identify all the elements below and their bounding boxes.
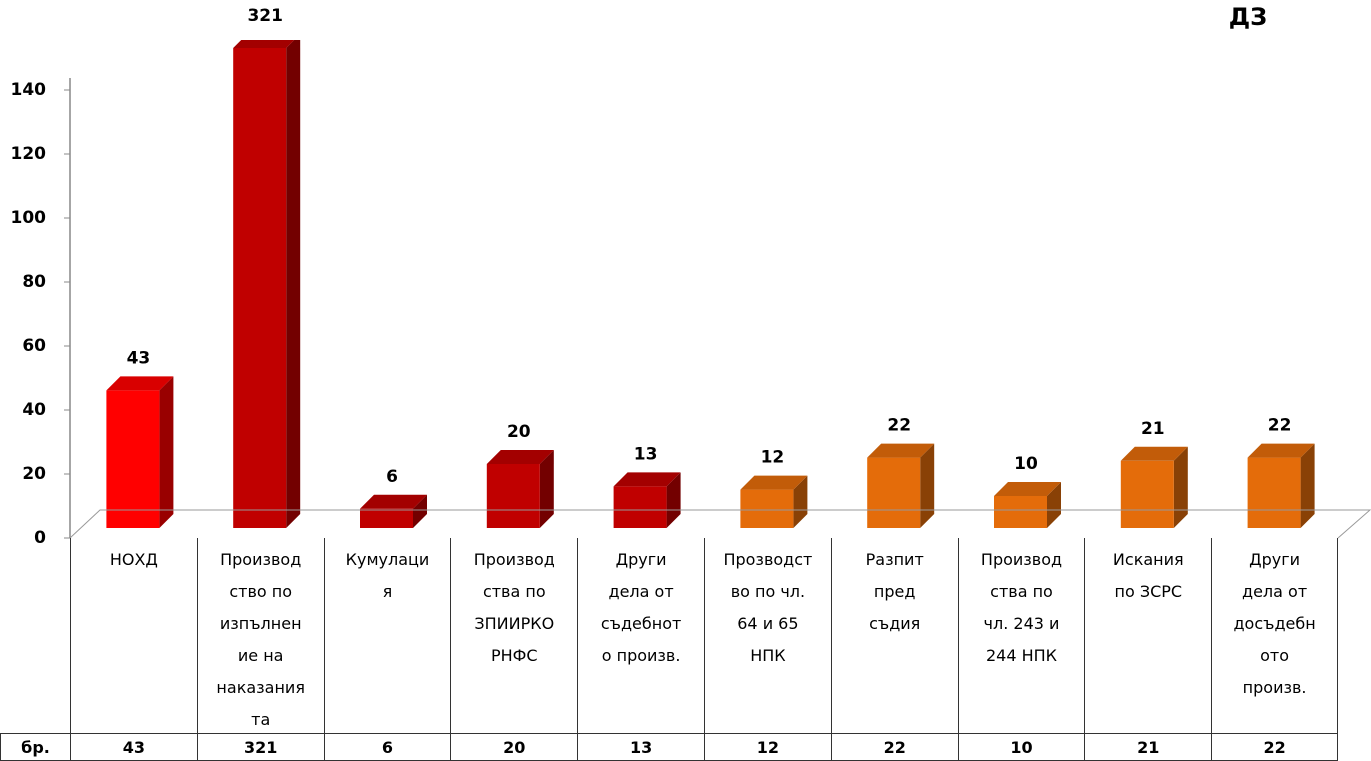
y-tick-label: 120 — [11, 144, 47, 164]
bar-front — [360, 508, 413, 528]
y-tick-label: 80 — [22, 272, 46, 292]
table-value: 321 — [196, 733, 324, 761]
bar — [613, 472, 681, 528]
bar-top — [1120, 446, 1188, 461]
y-tick-label: 20 — [22, 464, 46, 484]
table-value: 12 — [704, 733, 831, 761]
bar-side — [666, 472, 681, 528]
bar-front — [1120, 460, 1174, 528]
bar-top — [1247, 443, 1315, 458]
bar-side — [1300, 443, 1315, 528]
category-label: Производ ство по изпълнен ие на наказани… — [196, 538, 324, 733]
bar — [486, 450, 554, 528]
data-label: 22 — [1268, 416, 1292, 436]
category-label: Кумулаци я — [323, 538, 451, 733]
category-label: Производ ства по чл. 243 и 244 НПК — [957, 538, 1085, 733]
bar-side — [1173, 446, 1188, 528]
data-label: 13 — [634, 444, 658, 464]
table-value: 10 — [957, 733, 1085, 761]
data-label: 12 — [761, 448, 785, 468]
bar — [1120, 446, 1188, 528]
data-label: 10 — [1014, 454, 1038, 474]
category-label: Прозводст во по чл. 64 и 65 НПК — [704, 538, 831, 733]
bars — [106, 40, 1315, 528]
bar — [740, 475, 808, 528]
table-row-label: бр. — [0, 733, 70, 761]
bar-top — [106, 376, 174, 391]
bar-side — [413, 494, 427, 528]
bar-front — [486, 464, 540, 528]
bar — [106, 376, 174, 528]
bar-top — [360, 494, 427, 509]
table-value: 22 — [830, 733, 958, 761]
category-label: Искания по ЗСРС — [1084, 538, 1211, 733]
table-value: 21 — [1084, 733, 1212, 761]
bar-front — [106, 390, 160, 528]
bar-side — [1047, 482, 1061, 528]
bar-top — [867, 443, 935, 458]
bar-side — [159, 376, 174, 528]
category-label: Други дела от съдебнот о произв. — [577, 538, 704, 733]
bar-top — [486, 450, 554, 464]
bar-front — [233, 48, 287, 528]
category-label: Други дела от досъдебн ото произв. — [1211, 538, 1338, 733]
table-value: 13 — [577, 733, 704, 761]
y-tick-label: 60 — [22, 336, 46, 356]
category-label: Разпит пред съдия — [830, 538, 958, 733]
y-tick-label: 0 — [34, 528, 46, 548]
bar-front — [1247, 457, 1301, 528]
category-label: НОХД — [70, 538, 197, 733]
floor — [69, 509, 1371, 539]
bar-top — [994, 482, 1061, 496]
y-tick-label: 100 — [11, 208, 47, 228]
bar — [1247, 443, 1315, 528]
data-label: 20 — [507, 422, 531, 442]
bar-front — [867, 457, 921, 528]
bar-top — [233, 40, 295, 48]
data-label: 321 — [247, 6, 283, 26]
chart-title: ДЗ — [1229, 3, 1267, 31]
bar-top — [613, 472, 681, 487]
bar-side — [793, 475, 808, 528]
table-value: 22 — [1211, 733, 1338, 761]
y-tick-label: 40 — [22, 400, 46, 420]
category-label: Производ ства по ЗПИИРКО РНФС — [450, 538, 577, 733]
bar-front — [613, 486, 667, 528]
bar-side — [286, 40, 301, 528]
bar-top — [740, 475, 808, 490]
data-label: 43 — [127, 348, 151, 368]
table-value: 43 — [70, 733, 197, 761]
bar — [994, 482, 1061, 528]
bar — [867, 443, 935, 528]
bar — [233, 40, 301, 528]
data-label: 6 — [386, 467, 398, 487]
data-label: 22 — [887, 416, 911, 436]
bar-front — [740, 489, 794, 528]
y-tick-label: 140 — [11, 80, 47, 100]
table-value: 6 — [323, 733, 451, 761]
bar-side — [920, 443, 935, 528]
data-label: 21 — [1141, 419, 1165, 439]
bar — [360, 494, 427, 528]
bar-side — [539, 450, 554, 528]
bar-front — [994, 496, 1047, 528]
table-value: 20 — [450, 733, 578, 761]
